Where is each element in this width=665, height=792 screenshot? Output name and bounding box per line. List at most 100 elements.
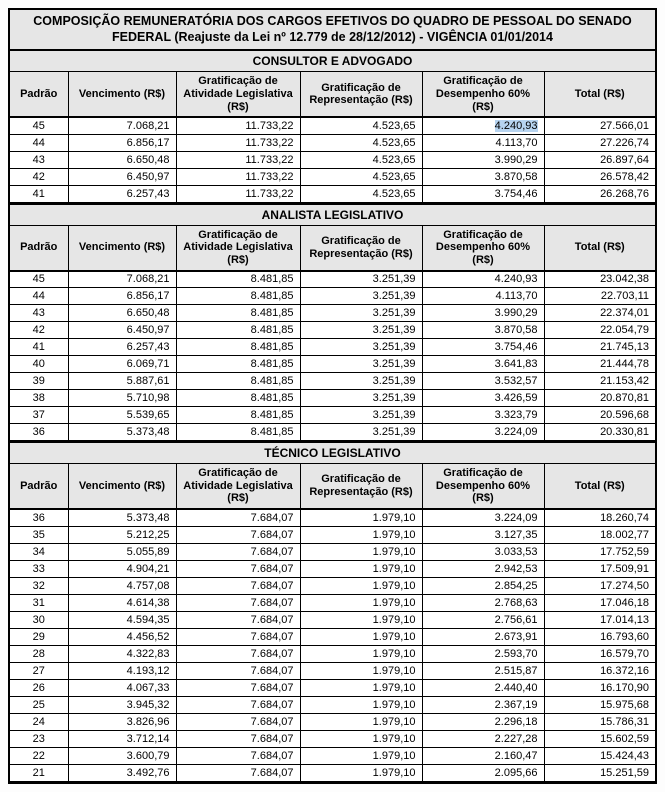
- value-cell: 3.990,29: [422, 305, 544, 322]
- value-cell: 26.578,42: [544, 168, 655, 185]
- table-row: 375.539,658.481,853.251,393.323,7920.596…: [10, 407, 655, 424]
- value-cell: 6.650,48: [68, 305, 176, 322]
- value-cell: 2.160,47: [422, 747, 544, 764]
- padrao-cell: 44: [10, 288, 68, 305]
- padrao-cell: 40: [10, 356, 68, 373]
- value-cell: 2.440,40: [422, 679, 544, 696]
- value-cell: 6.257,43: [68, 339, 176, 356]
- value-cell: 4.614,38: [68, 594, 176, 611]
- value-cell: 2.942,53: [422, 560, 544, 577]
- table-row: 395.887,618.481,853.251,393.532,5721.153…: [10, 373, 655, 390]
- value-cell: 1.979,10: [300, 509, 422, 526]
- value-cell: 3.323,79: [422, 407, 544, 424]
- padrao-cell: 41: [10, 185, 68, 202]
- value-cell: 4.456,52: [68, 628, 176, 645]
- column-header: Padrão: [10, 464, 68, 509]
- value-cell: 21.153,42: [544, 373, 655, 390]
- value-cell: 2.515,87: [422, 662, 544, 679]
- value-cell: 3.990,29: [422, 151, 544, 168]
- column-header: Vencimento (R$): [68, 226, 176, 271]
- padrao-cell: 26: [10, 679, 68, 696]
- salary-table-document: COMPOSIÇÃO REMUNERATÓRIA DOS CARGOS EFET…: [8, 8, 657, 784]
- table-row: 334.904,217.684,071.979,102.942,5317.509…: [10, 560, 655, 577]
- section-header: CONSULTOR E ADVOGADO: [10, 51, 655, 72]
- value-cell: 2.593,70: [422, 645, 544, 662]
- value-cell: 4.240,93: [422, 271, 544, 288]
- column-header: Vencimento (R$): [68, 72, 176, 117]
- value-cell: 8.481,85: [176, 288, 300, 305]
- value-cell: 16.579,70: [544, 645, 655, 662]
- value-cell: 21.745,13: [544, 339, 655, 356]
- value-cell: 16.170,90: [544, 679, 655, 696]
- value-cell: 3.426,59: [422, 390, 544, 407]
- value-cell: 1.979,10: [300, 526, 422, 543]
- padrao-cell: 29: [10, 628, 68, 645]
- table-row: 294.456,527.684,071.979,102.673,9116.793…: [10, 628, 655, 645]
- value-cell: 5.373,48: [68, 424, 176, 441]
- value-cell: 3.251,39: [300, 271, 422, 288]
- value-cell: 3.251,39: [300, 356, 422, 373]
- value-cell: 7.684,07: [176, 662, 300, 679]
- value-cell: 8.481,85: [176, 390, 300, 407]
- padrao-cell: 42: [10, 322, 68, 339]
- value-cell: 7.684,07: [176, 628, 300, 645]
- value-cell: 5.710,98: [68, 390, 176, 407]
- value-cell: 5.539,65: [68, 407, 176, 424]
- value-cell: 8.481,85: [176, 271, 300, 288]
- value-cell: 8.481,85: [176, 424, 300, 441]
- value-cell: 17.014,13: [544, 611, 655, 628]
- document-title: COMPOSIÇÃO REMUNERATÓRIA DOS CARGOS EFET…: [10, 10, 655, 51]
- value-cell: 3.224,09: [422, 424, 544, 441]
- table-row: 426.450,978.481,853.251,393.870,5822.054…: [10, 322, 655, 339]
- value-cell: 7.684,07: [176, 696, 300, 713]
- value-cell: 7.068,21: [68, 271, 176, 288]
- column-header: Padrão: [10, 226, 68, 271]
- padrao-cell: 45: [10, 271, 68, 288]
- table-row: 345.055,897.684,071.979,103.033,5317.752…: [10, 543, 655, 560]
- value-cell: 8.481,85: [176, 356, 300, 373]
- padrao-cell: 42: [10, 168, 68, 185]
- value-cell: 18.002,77: [544, 526, 655, 543]
- value-cell: 1.979,10: [300, 662, 422, 679]
- value-cell: 11.733,22: [176, 134, 300, 151]
- table-row: 304.594,357.684,071.979,102.756,6117.014…: [10, 611, 655, 628]
- padrao-cell: 28: [10, 645, 68, 662]
- value-cell: 7.068,21: [68, 117, 176, 134]
- table-row: 446.856,178.481,853.251,394.113,7022.703…: [10, 288, 655, 305]
- value-cell: 6.450,97: [68, 168, 176, 185]
- table-row: 253.945,327.684,071.979,102.367,1915.975…: [10, 696, 655, 713]
- value-cell: 23.042,38: [544, 271, 655, 288]
- value-cell: 26.268,76: [544, 185, 655, 202]
- value-cell: 3.251,39: [300, 424, 422, 441]
- value-cell: 3.251,39: [300, 407, 422, 424]
- value-cell: 22.703,11: [544, 288, 655, 305]
- padrao-cell: 44: [10, 134, 68, 151]
- value-cell: 15.424,43: [544, 747, 655, 764]
- value-cell: 2.854,25: [422, 577, 544, 594]
- value-cell: 1.979,10: [300, 543, 422, 560]
- padrao-cell: 38: [10, 390, 68, 407]
- value-cell: 5.055,89: [68, 543, 176, 560]
- value-cell: 15.786,31: [544, 713, 655, 730]
- value-cell: 17.046,18: [544, 594, 655, 611]
- value-cell: 3.754,46: [422, 339, 544, 356]
- column-header: Gratificação de Desempenho 60% (R$): [422, 464, 544, 509]
- table-row: 274.193,127.684,071.979,102.515,8716.372…: [10, 662, 655, 679]
- table-row: 436.650,4811.733,224.523,653.990,2926.89…: [10, 151, 655, 168]
- padrao-cell: 34: [10, 543, 68, 560]
- value-cell: 2.768,63: [422, 594, 544, 611]
- value-cell: 4.594,35: [68, 611, 176, 628]
- value-cell: 1.979,10: [300, 730, 422, 747]
- value-cell: 3.870,58: [422, 322, 544, 339]
- value-cell: 1.979,10: [300, 645, 422, 662]
- table-row: 264.067,337.684,071.979,102.440,4016.170…: [10, 679, 655, 696]
- value-cell: 4.113,70: [422, 134, 544, 151]
- value-cell: 4.904,21: [68, 560, 176, 577]
- padrao-cell: 25: [10, 696, 68, 713]
- value-cell: 3.251,39: [300, 390, 422, 407]
- column-header: Gratificação de Desempenho 60% (R$): [422, 72, 544, 117]
- value-cell: 27.566,01: [544, 117, 655, 134]
- value-cell: 7.684,07: [176, 747, 300, 764]
- value-cell: 4.523,65: [300, 168, 422, 185]
- padrao-cell: 45: [10, 117, 68, 134]
